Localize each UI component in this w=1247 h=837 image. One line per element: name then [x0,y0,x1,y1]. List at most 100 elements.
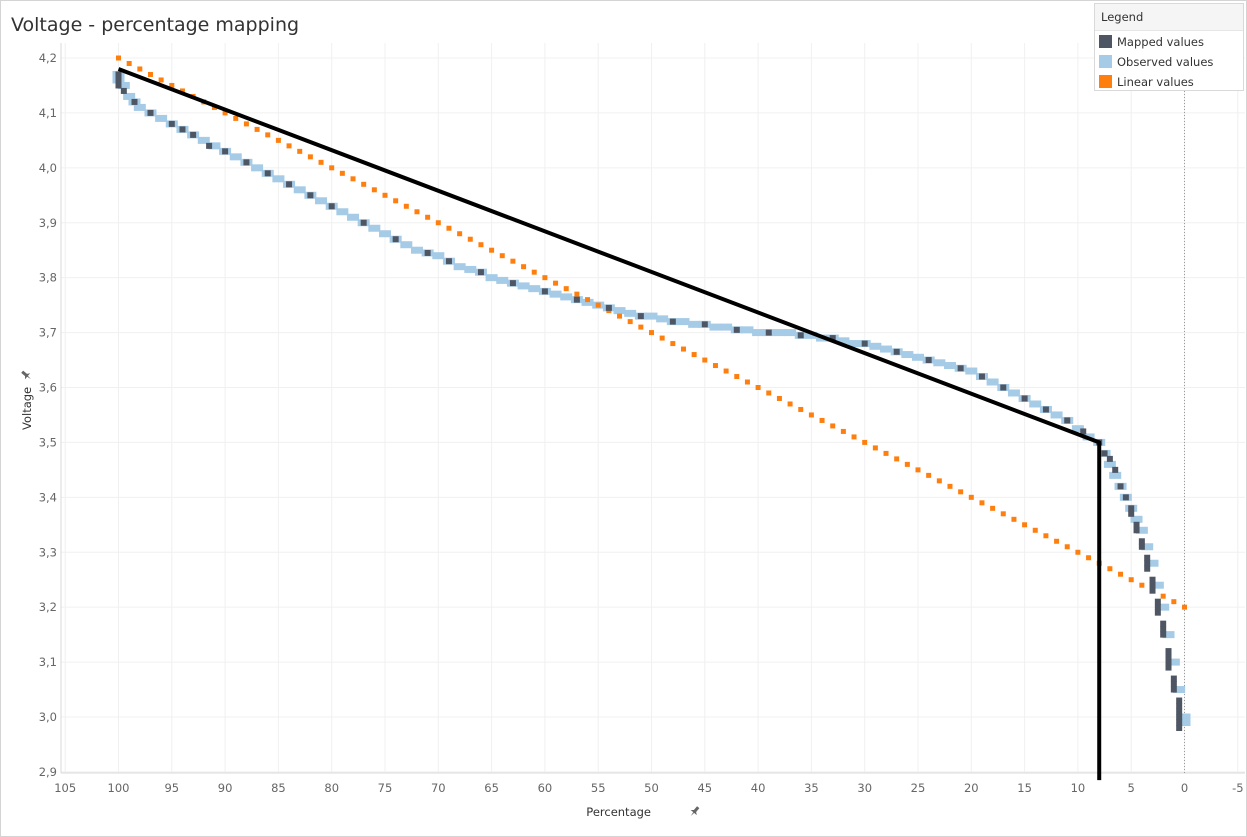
observed-point [347,213,360,221]
linear-point [1043,533,1049,539]
linear-point [744,379,750,385]
mapped-point [1064,417,1071,424]
linear-point [585,297,591,303]
linear-point [147,71,153,77]
mapped-point [1176,703,1183,710]
linear-point [894,456,900,462]
linear-point [862,439,868,445]
x-tick-label: 15 [1017,781,1032,795]
x-tick-label: 25 [911,781,926,795]
mapped-point [131,98,138,105]
y-axis-pin-icon[interactable] [20,369,34,383]
observed-point [933,359,946,367]
observed-point [1050,411,1063,419]
mapped-point [669,318,676,325]
annotation-polyline [117,67,1102,781]
observed-point [943,362,956,370]
observed-point [229,153,242,161]
x-tick-label: -5 [1232,781,1243,795]
observed-point [986,378,999,386]
observed-point [155,114,168,122]
observed-point [1135,526,1148,534]
observed-point [1173,686,1186,694]
observed-point [197,136,210,144]
observed-point [1130,515,1143,523]
mapped-point [1080,428,1087,435]
x-tick-label: 105 [54,781,76,795]
y-tick-label: 3,7 [39,326,57,340]
mapped-point [1000,384,1007,391]
observed-point [1146,559,1159,567]
observed-point [880,345,893,353]
linear-point [371,187,377,193]
x-tick-label: 35 [804,781,819,795]
mapped-point [1128,505,1135,512]
mapped-point [222,148,229,155]
linear-point [318,159,324,165]
observed-point [1109,471,1122,479]
legend-title: Legend [1095,4,1243,31]
mapped-point [1144,554,1151,561]
linear-point [574,291,580,297]
observed-point [315,197,328,205]
linear-point [617,313,623,319]
linear-point [819,417,825,423]
x-axis-title: Percentage [586,805,651,819]
mapped-point [1154,598,1161,605]
observed-point [1167,658,1180,666]
mapped-point [957,365,964,372]
y-tick-label: 3,0 [39,710,57,724]
x-axis-pin-icon[interactable] [688,805,702,819]
linear-point [531,269,537,275]
linear-point [776,395,782,401]
legend-item-linear-values[interactable]: Linear values [1099,73,1194,91]
x-tick-label: 65 [484,781,499,795]
observed-point [549,290,562,298]
linear-point [1182,604,1187,610]
linear-point [233,115,239,121]
legend-item-observed-values[interactable]: Observed values [1099,53,1213,71]
mapped-point [573,296,580,303]
legend-label-linear-values: Linear values [1117,75,1194,89]
observed-point [117,81,130,89]
mapped-point [206,142,213,149]
linear-point [968,494,974,500]
linear-point [766,390,772,396]
observed-point [453,263,466,271]
mapped-point [1170,675,1177,682]
linear-point [553,280,559,286]
linear-point [1107,566,1113,572]
linear-point [1118,571,1124,577]
mapped-point [509,280,516,287]
observed-point [869,342,882,350]
linear-point [1064,544,1070,550]
linear-point [649,330,654,336]
legend[interactable]: Legend Mapped values Observed values Lin… [1094,3,1244,91]
linear-point [446,225,452,231]
observed-point [1178,718,1191,726]
mapped-point [1138,543,1145,550]
linear-point [702,357,708,363]
mapped-point [1165,648,1172,655]
linear-values-series [116,55,1187,610]
mapped-point [1160,620,1167,627]
x-tick-label: 95 [164,781,179,795]
x-tick-label: 80 [324,781,339,795]
mapped-point [243,159,250,166]
linear-point [691,352,697,358]
annotation-line [117,67,1102,781]
linear-point [243,121,249,127]
mapped-point [424,249,431,256]
mapped-point [1021,395,1028,402]
observed-point [741,326,754,334]
observed-point [805,331,818,339]
legend-item-mapped-values[interactable]: Mapped values [1099,33,1204,51]
x-tick-label: 50 [644,781,659,795]
linear-point [126,60,132,66]
mapped-point [1160,631,1167,638]
x-tick-label: 45 [697,781,712,795]
mapped-point [541,288,548,295]
mapped-point [893,348,900,355]
linear-point [851,434,857,440]
observed-point [432,252,445,260]
